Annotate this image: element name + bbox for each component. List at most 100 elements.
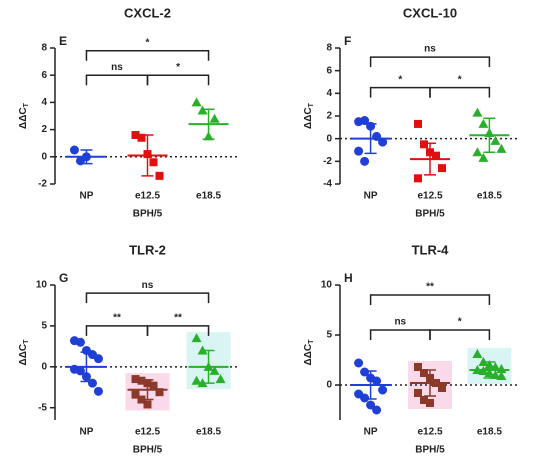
data-point [191, 333, 202, 343]
panel-letter: G [59, 271, 68, 285]
data-point [93, 386, 103, 396]
data-point [75, 337, 85, 347]
y-axis-label-sub: T [308, 102, 315, 107]
y-axis-label: ΔΔCT [18, 339, 30, 366]
x-tick-label: NP [364, 427, 378, 438]
significance-label: ns [424, 44, 436, 55]
data-point [372, 405, 382, 415]
data-point [366, 400, 376, 410]
significance-bracket [429, 86, 491, 98]
data-point [372, 376, 382, 386]
y-axis-label-sub: T [23, 102, 30, 107]
y-axis-label-main: ΔΔC [303, 107, 314, 129]
significance-bracket [146, 74, 210, 86]
y-axis-label-sub: T [23, 339, 30, 344]
data-point [420, 396, 428, 404]
data-point [131, 375, 140, 384]
y-axis-label: ΔΔCT [18, 102, 30, 129]
y-tick-label: 2 [41, 124, 47, 135]
x-axis-label: BPH/5 [415, 445, 445, 456]
significance-bracket [85, 292, 210, 304]
data-point [414, 174, 422, 183]
y-axis-label-main: ΔΔC [303, 344, 314, 366]
y-axis-label: ΔΔCT [303, 339, 315, 366]
data-point [414, 119, 422, 128]
chart-title: TLR-4 [412, 242, 450, 257]
data-point [137, 376, 146, 385]
data-point [378, 385, 388, 395]
y-tick-label: 0 [41, 361, 47, 372]
data-point [360, 156, 370, 166]
data-point [490, 135, 501, 145]
x-tick-label: e12.5 [135, 427, 160, 438]
data-point [360, 393, 370, 403]
significance-bracket [146, 325, 210, 336]
x-tick-label: e18.5 [477, 427, 502, 438]
y-tick-label: 0 [326, 380, 332, 391]
significance-label: ns [111, 62, 123, 73]
y-tick-label: 4 [41, 97, 47, 108]
significance-label: ** [174, 313, 182, 324]
significance-bracket [429, 329, 491, 340]
data-point [155, 171, 164, 180]
data-point [472, 107, 483, 117]
data-point [354, 358, 364, 368]
y-tick-label: -5 [38, 402, 47, 413]
y-tick-label: 0 [326, 133, 332, 144]
data-point [478, 152, 489, 162]
data-point [209, 113, 220, 123]
panel-letter: F [344, 34, 351, 48]
data-point [149, 158, 158, 167]
panel-letter: E [59, 34, 67, 48]
significance-label: * [398, 74, 402, 85]
panel-letter: H [344, 271, 353, 285]
data-point [215, 374, 226, 384]
data-point [478, 118, 489, 128]
significance-label: ** [113, 313, 121, 324]
data-point [420, 369, 428, 377]
data-point [426, 399, 434, 407]
y-axis-label: ΔΔCT [303, 102, 315, 129]
data-point [155, 388, 164, 397]
data-point [131, 131, 140, 140]
x-tick-label: e12.5 [135, 191, 160, 202]
x-axis-label: BPH/5 [415, 209, 445, 220]
data-point [472, 349, 483, 358]
significance-bracket [369, 56, 491, 68]
significance-label: ns [394, 317, 406, 328]
data-point [496, 371, 507, 380]
y-tick-label: 2 [326, 111, 332, 122]
y-tick-label: 6 [326, 65, 332, 76]
y-tick-label: 8 [41, 43, 47, 54]
x-tick-label: NP [364, 191, 378, 202]
y-tick-label: 10 [36, 280, 48, 291]
data-point [438, 164, 446, 173]
x-axis-label: BPH/5 [133, 209, 163, 220]
chart-title: TLR-2 [129, 242, 166, 257]
x-tick-label: e12.5 [417, 191, 442, 202]
data-point [131, 390, 140, 399]
data-point [149, 381, 158, 390]
significance-label: * [458, 74, 462, 85]
y-tick-label: 0 [41, 151, 47, 162]
x-tick-label: NP [79, 427, 93, 438]
data-point [93, 354, 103, 364]
x-tick-label: e12.5 [417, 427, 442, 438]
significance-label: * [176, 62, 180, 73]
significance-label: ** [426, 282, 434, 293]
data-point [137, 133, 146, 142]
y-tick-label: 6 [41, 70, 47, 81]
y-tick-label: -4 [323, 179, 332, 190]
data-point [143, 400, 152, 409]
x-axis-label: BPH/5 [133, 445, 163, 456]
data-point [191, 97, 202, 107]
significance-label: * [458, 317, 462, 328]
data-point [432, 151, 440, 160]
chart-title: CXCL-2 [124, 5, 171, 20]
panel: CXCL-2 E -2 0 2 4 6 8 ΔΔCT NP e12.5 e18.5 BPH/5 ns * * [18, 5, 240, 220]
y-axis-label-main: ΔΔC [18, 344, 29, 366]
y-axis-label-sub: T [308, 339, 315, 344]
x-tick-label: e18.5 [196, 191, 221, 202]
